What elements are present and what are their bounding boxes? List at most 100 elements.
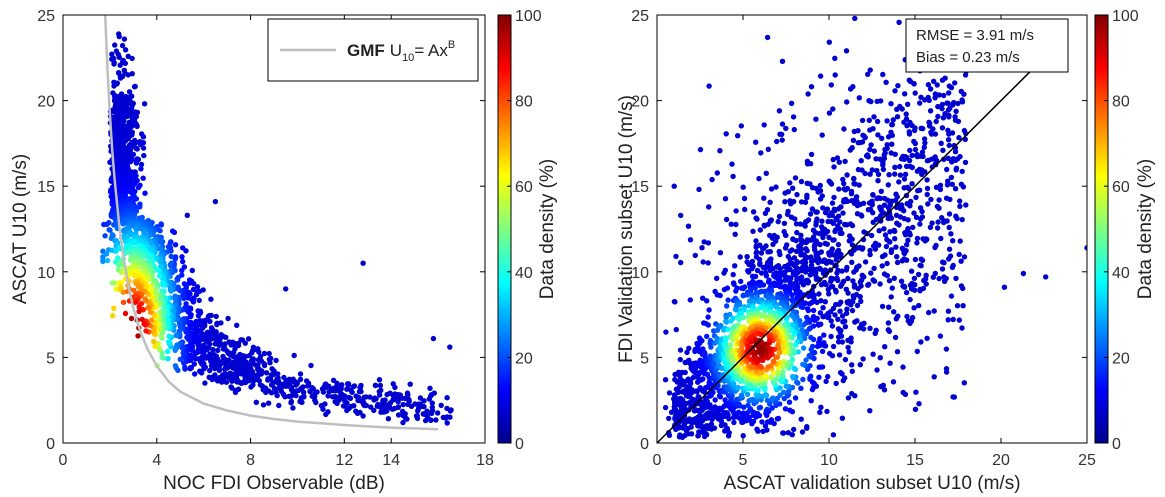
right-x-tick-label: 25 [1078,452,1096,469]
right-data-point [737,254,743,260]
right-data-point [849,390,855,397]
right-data-point [744,391,751,398]
right-data-point [874,195,880,202]
right-data-point [892,334,899,341]
right-data-point [958,258,964,264]
right-data-point [870,192,876,198]
right-data-point [813,209,819,215]
right-colorbar-tick-label: 20 [1112,350,1130,367]
left-data-point [444,405,450,412]
right-data-point [898,278,905,284]
right-data-point [818,282,825,288]
right-data-point [728,318,734,324]
right-data-point [913,389,919,395]
right-data-point [663,329,669,335]
right-colorbar-tick-label: 40 [1112,265,1130,282]
right-data-point [842,356,849,363]
right-data-point [836,159,842,165]
right-data-point [840,319,846,325]
right-data-point [917,221,923,227]
left-data-point [184,212,190,218]
right-x-tick-label: 0 [653,452,662,469]
left-data-point [376,388,382,395]
left-data-point [420,411,426,417]
right-data-point [780,430,786,436]
right-data-point [822,209,829,216]
right-data-point [939,105,945,112]
right-data-point [825,373,831,380]
right-data-point [888,150,894,156]
right-data-point [744,254,750,260]
right-data-point [817,182,823,189]
right-data-point [841,126,847,132]
right-data-point [733,221,739,228]
right-data-point [708,382,715,388]
right-data-point [752,273,759,280]
right-data-point [817,196,824,202]
gmf-curve [103,15,439,431]
left-data-point [361,394,367,400]
left-data-point [106,220,112,226]
right-data-point [723,319,730,325]
right-data-point [826,39,832,45]
right-data-point [916,302,922,309]
right-data-point [793,342,799,348]
right-data-point [886,172,892,178]
right-data-point [849,307,856,314]
right-data-point [794,379,800,385]
right-data-point [921,277,927,284]
left-data-point [150,328,156,334]
right-data-point [799,327,805,333]
right-y-tick-label: 10 [631,265,649,282]
right-data-point [930,274,936,280]
right-data-point [701,239,707,245]
left-data-point [263,370,270,376]
right-data-point [881,226,887,232]
left-data-point [189,267,195,274]
right-data-point [957,238,963,244]
right-data-point [705,240,712,246]
right-data-point [907,296,913,303]
right-data-point [905,318,911,324]
right-data-point [924,177,930,183]
right-data-point [862,170,868,177]
left-data-point [122,60,128,67]
right-data-point [901,119,907,125]
left-data-point [138,161,145,168]
right-data-point [885,215,891,222]
left-data-point [122,47,129,53]
right-data-point [724,303,730,309]
right-data-point [782,406,789,412]
left-data-point [384,391,390,398]
right-data-point [808,346,814,353]
right-data-point [714,327,721,333]
right-data-point [946,142,952,149]
right-data-point [903,111,909,117]
right-data-point [773,376,779,382]
right-data-point [852,319,858,325]
right-data-point [867,247,873,254]
right-colorbar-tick-label: 60 [1112,179,1130,196]
right-data-point [840,199,847,205]
right-data-point [845,395,852,401]
right-data-point [799,429,806,435]
right-data-point [761,195,767,201]
right-data-point [928,196,934,203]
left-data-point [208,325,215,331]
right-data-point [681,382,687,388]
right-data-point [835,241,842,248]
right-data-point [847,86,854,92]
right-data-point [808,334,814,341]
left-data-point [444,420,450,426]
left-data-point [344,386,350,392]
right-data-point [804,314,810,321]
right-data-point [1001,284,1008,290]
right-data-point [875,178,881,184]
right-data-point [915,271,922,278]
left-data-point [175,284,181,290]
right-data-point [738,123,744,129]
left-data-point [166,333,172,339]
right-data-point [900,283,906,289]
right-data-point [870,210,876,216]
